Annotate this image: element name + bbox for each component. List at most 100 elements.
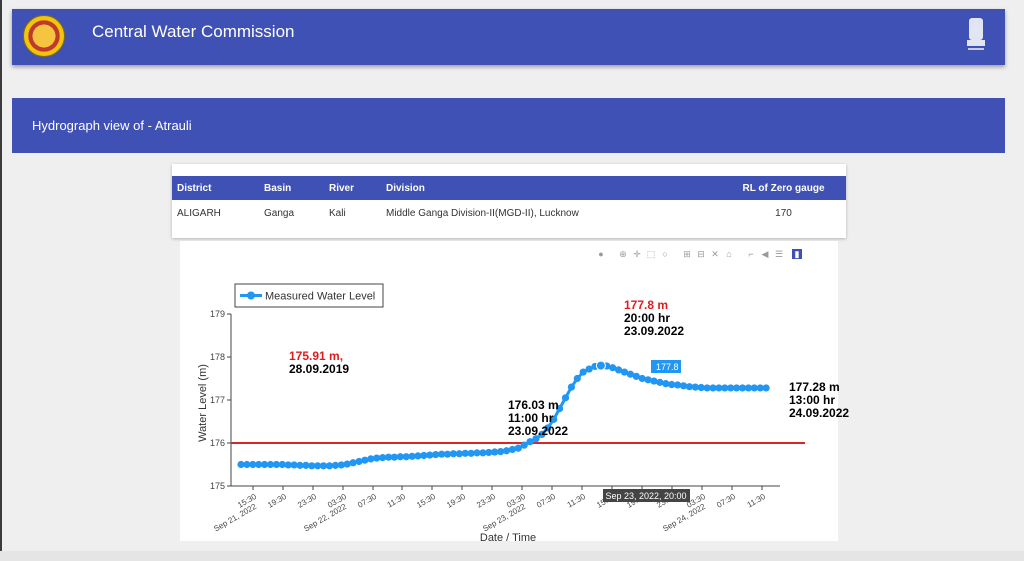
autoscale-icon[interactable]: ✕ <box>711 249 719 259</box>
data-point[interactable] <box>703 384 711 392</box>
data-point[interactable] <box>278 460 286 469</box>
data-point[interactable] <box>650 377 658 385</box>
data-point[interactable] <box>325 462 334 470</box>
data-point[interactable] <box>449 450 457 458</box>
data-point[interactable] <box>526 438 534 446</box>
data-point[interactable] <box>508 445 516 454</box>
chart-legend[interactable]: Measured Water Level <box>234 283 384 308</box>
data-point[interactable] <box>426 451 434 459</box>
zoom-in-icon[interactable]: ⊞ <box>683 249 691 259</box>
plotly-logo-icon[interactable]: ▮ <box>792 249 802 259</box>
lasso-icon[interactable]: ○ <box>662 249 668 259</box>
hover-closest-icon[interactable]: ◀ <box>761 249 769 259</box>
data-point[interactable] <box>538 430 546 438</box>
data-point[interactable] <box>497 448 505 456</box>
data-point[interactable] <box>626 370 635 378</box>
data-point[interactable] <box>691 383 699 391</box>
data-point[interactable] <box>632 372 640 380</box>
data-point[interactable] <box>514 444 522 452</box>
box-select-icon[interactable]: ⬚ <box>646 249 656 259</box>
data-point[interactable] <box>467 449 475 457</box>
data-point[interactable] <box>679 382 688 390</box>
data-point[interactable] <box>408 452 416 460</box>
data-point[interactable] <box>261 460 269 469</box>
data-point[interactable] <box>402 453 410 461</box>
data-point[interactable] <box>491 448 499 456</box>
data-point[interactable] <box>249 460 257 469</box>
data-point[interactable] <box>302 461 310 469</box>
data-point[interactable] <box>314 462 322 470</box>
data-point[interactable] <box>355 457 363 466</box>
zoom-out-icon[interactable]: ⊟ <box>697 249 705 259</box>
data-point[interactable] <box>237 460 245 469</box>
data-point[interactable] <box>585 365 593 373</box>
data-point[interactable] <box>567 383 576 391</box>
data-point[interactable] <box>727 384 735 392</box>
data-point[interactable] <box>290 461 298 469</box>
data-point[interactable] <box>479 449 487 457</box>
hover-point[interactable] <box>595 360 606 371</box>
data-point[interactable] <box>556 405 564 413</box>
data-point[interactable] <box>644 376 652 384</box>
data-point[interactable] <box>414 452 422 460</box>
data-point[interactable] <box>579 368 587 376</box>
data-point[interactable] <box>685 383 694 391</box>
data-point[interactable] <box>455 450 463 458</box>
data-point[interactable] <box>243 460 251 469</box>
data-point[interactable] <box>561 394 570 402</box>
data-point[interactable] <box>656 378 664 386</box>
spike-lines-icon[interactable]: ⌐ <box>748 249 754 259</box>
data-point[interactable] <box>697 383 705 392</box>
zoom-icon[interactable]: ⊕ <box>619 249 627 259</box>
data-point[interactable] <box>485 448 493 457</box>
data-point[interactable] <box>550 415 558 423</box>
data-point[interactable] <box>756 384 764 392</box>
pan-icon[interactable]: ✛ <box>633 249 641 259</box>
data-point[interactable] <box>609 364 617 372</box>
data-point[interactable] <box>443 450 452 458</box>
data-point[interactable] <box>349 459 357 467</box>
data-point[interactable] <box>620 368 629 376</box>
data-point[interactable] <box>750 384 758 392</box>
data-point[interactable] <box>320 462 328 470</box>
data-point[interactable] <box>662 380 670 388</box>
data-point[interactable] <box>638 374 646 383</box>
data-point[interactable] <box>337 461 345 469</box>
data-point[interactable] <box>396 453 404 461</box>
data-point[interactable] <box>573 374 581 383</box>
data-point[interactable] <box>674 381 682 389</box>
data-point[interactable] <box>384 453 393 461</box>
data-point[interactable] <box>373 454 381 462</box>
data-point[interactable] <box>721 384 729 392</box>
data-point[interactable] <box>502 447 511 455</box>
data-point[interactable] <box>308 462 316 470</box>
data-point[interactable] <box>367 455 375 463</box>
reset-axes-icon[interactable]: ⌂ <box>726 249 732 259</box>
data-point[interactable] <box>738 384 747 392</box>
data-point[interactable] <box>615 366 623 374</box>
data-point[interactable] <box>343 460 351 468</box>
data-point[interactable] <box>420 451 428 460</box>
data-point[interactable] <box>461 449 469 457</box>
data-point[interactable] <box>744 384 753 392</box>
data-point[interactable] <box>331 461 339 469</box>
data-point[interactable] <box>715 384 723 392</box>
data-point[interactable] <box>438 450 446 458</box>
data-point[interactable] <box>473 449 481 457</box>
data-point[interactable] <box>255 460 263 469</box>
data-point[interactable] <box>733 384 741 392</box>
data-point[interactable] <box>379 454 387 462</box>
data-point[interactable] <box>544 424 552 432</box>
data-point[interactable] <box>762 384 770 392</box>
data-point[interactable] <box>284 461 292 469</box>
hover-compare-icon[interactable]: ☰ <box>774 249 784 259</box>
data-point[interactable] <box>432 451 440 459</box>
data-point[interactable] <box>668 380 676 389</box>
data-point[interactable] <box>272 460 280 469</box>
data-point[interactable] <box>709 384 717 392</box>
camera-icon[interactable]: ● <box>598 249 604 259</box>
data-point[interactable] <box>361 456 369 464</box>
data-point[interactable] <box>266 460 275 469</box>
data-point[interactable] <box>520 441 528 449</box>
data-point[interactable] <box>296 461 304 469</box>
